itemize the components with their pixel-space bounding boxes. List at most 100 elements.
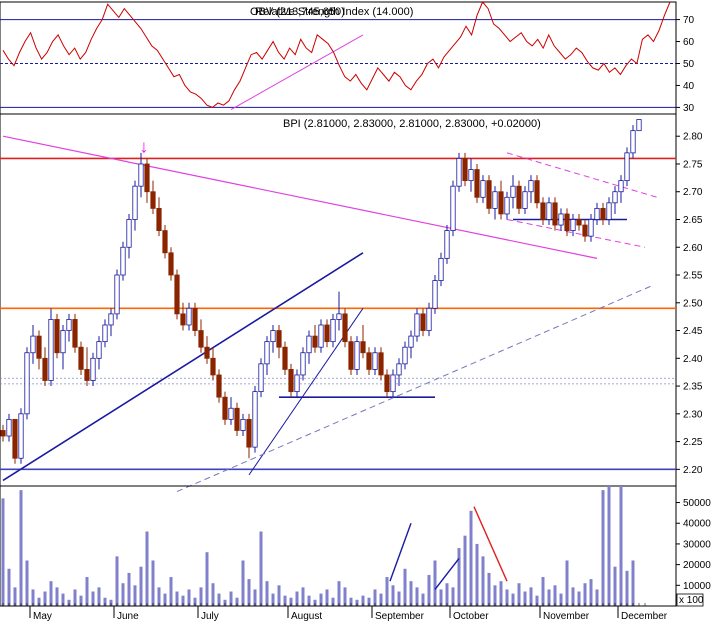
price-candle [6, 413, 12, 442]
candle-body [456, 158, 462, 187]
volume-bar [433, 560, 437, 606]
price-candle [54, 313, 60, 359]
price-candle [30, 324, 36, 364]
volume-bar [247, 579, 251, 606]
candle-body [348, 341, 354, 370]
candle-body [222, 396, 228, 420]
price-candle [144, 158, 150, 203]
volume-bar [301, 587, 305, 606]
price-trendline [506, 152, 658, 198]
volume-bar [493, 585, 497, 606]
candle-body [216, 374, 222, 398]
volume-bar [193, 597, 197, 606]
volume-bar [415, 587, 419, 606]
price-candle [330, 313, 336, 348]
volume-bar [235, 597, 239, 606]
candle-body [18, 413, 24, 459]
candle-body [60, 330, 66, 354]
volume-bar [181, 595, 185, 606]
price-candle [156, 197, 162, 237]
candle-body [138, 163, 144, 187]
price-candle [324, 319, 330, 348]
volume-bar [421, 593, 425, 606]
volume-bar [169, 577, 173, 606]
volume-bar [49, 581, 53, 606]
price-candle [36, 330, 42, 370]
candle-body [354, 341, 360, 370]
volume-bar [151, 560, 155, 606]
volume-bar [439, 589, 443, 606]
volume-bar [265, 581, 269, 606]
candle-body [168, 252, 174, 276]
candle-body [552, 202, 558, 226]
price-candle [366, 347, 372, 375]
rsi-y-axis: 70 60 50 40 30 [676, 15, 695, 114]
volume-bar [175, 591, 179, 606]
volume-bar [397, 591, 401, 606]
price-candle [564, 208, 570, 237]
x-axis-month-labels: May June July August September October Novembe… [29, 606, 668, 622]
price-candle [354, 336, 360, 375]
volume-bar [451, 587, 455, 606]
rsi-y-tick-label: 50 [683, 59, 695, 70]
candle-body [426, 307, 432, 331]
rsi-y-tick-label: 40 [683, 81, 695, 92]
candle-body [438, 257, 444, 281]
volume-bar [91, 591, 95, 606]
price-candle [468, 158, 474, 192]
candle-body [210, 357, 216, 376]
volume-bar [127, 572, 131, 606]
volume-bar [535, 595, 539, 606]
candle-body [468, 169, 474, 182]
volume-bar [577, 591, 581, 606]
price-candle [426, 302, 432, 337]
price-candle [594, 202, 600, 226]
price-candle [432, 275, 438, 314]
volume-bar [583, 583, 587, 606]
x-axis-month-label: May [33, 611, 52, 622]
volume-bar [295, 591, 299, 606]
price-candle [234, 402, 240, 437]
price-candle [96, 336, 102, 370]
price-candle [114, 269, 120, 320]
volume-bar [469, 510, 473, 606]
candle-body [312, 335, 318, 348]
price-candle [342, 308, 348, 348]
candle-body [96, 341, 102, 359]
price-candle [540, 197, 546, 226]
price-candle [108, 308, 114, 337]
candle-body [294, 374, 300, 393]
price-candle [186, 302, 192, 331]
rsi-trendline-segment [230, 34, 364, 111]
candle-body [102, 324, 108, 343]
price-candle [558, 208, 564, 231]
candle-body [42, 357, 48, 381]
price-candle [462, 152, 468, 187]
candle-body [132, 185, 138, 220]
volume-bar [133, 585, 137, 606]
candle-body [282, 346, 288, 370]
volume-bar [271, 593, 275, 606]
volume-bar [103, 597, 107, 606]
price-candle [492, 186, 498, 220]
price-candle [228, 397, 234, 425]
price-header: BPI (2.81000, 2.83000, 2.81000, 2.83000,… [283, 118, 541, 130]
volume-bar [571, 587, 575, 606]
volume-bar [505, 589, 509, 606]
candle-body [24, 352, 30, 415]
rsi-legend-a: Relative Strength Index (14.000) [255, 6, 413, 18]
price-candle [294, 369, 300, 398]
price-candle [168, 247, 174, 281]
candle-body [462, 158, 468, 182]
price-candle [444, 225, 450, 264]
price-candle [72, 313, 78, 353]
x-axis-ticks [2, 603, 646, 606]
price-candle [84, 347, 90, 387]
candle-body [12, 418, 18, 459]
candle-body [48, 319, 54, 381]
candle-body [396, 363, 402, 376]
volume-bar [367, 597, 371, 606]
price-y-axis: 2.80 2.75 2.70 2.65 2.60 2.55 2.50 2.45 2.40 2.35… [676, 132, 703, 476]
candle-body [618, 180, 624, 193]
